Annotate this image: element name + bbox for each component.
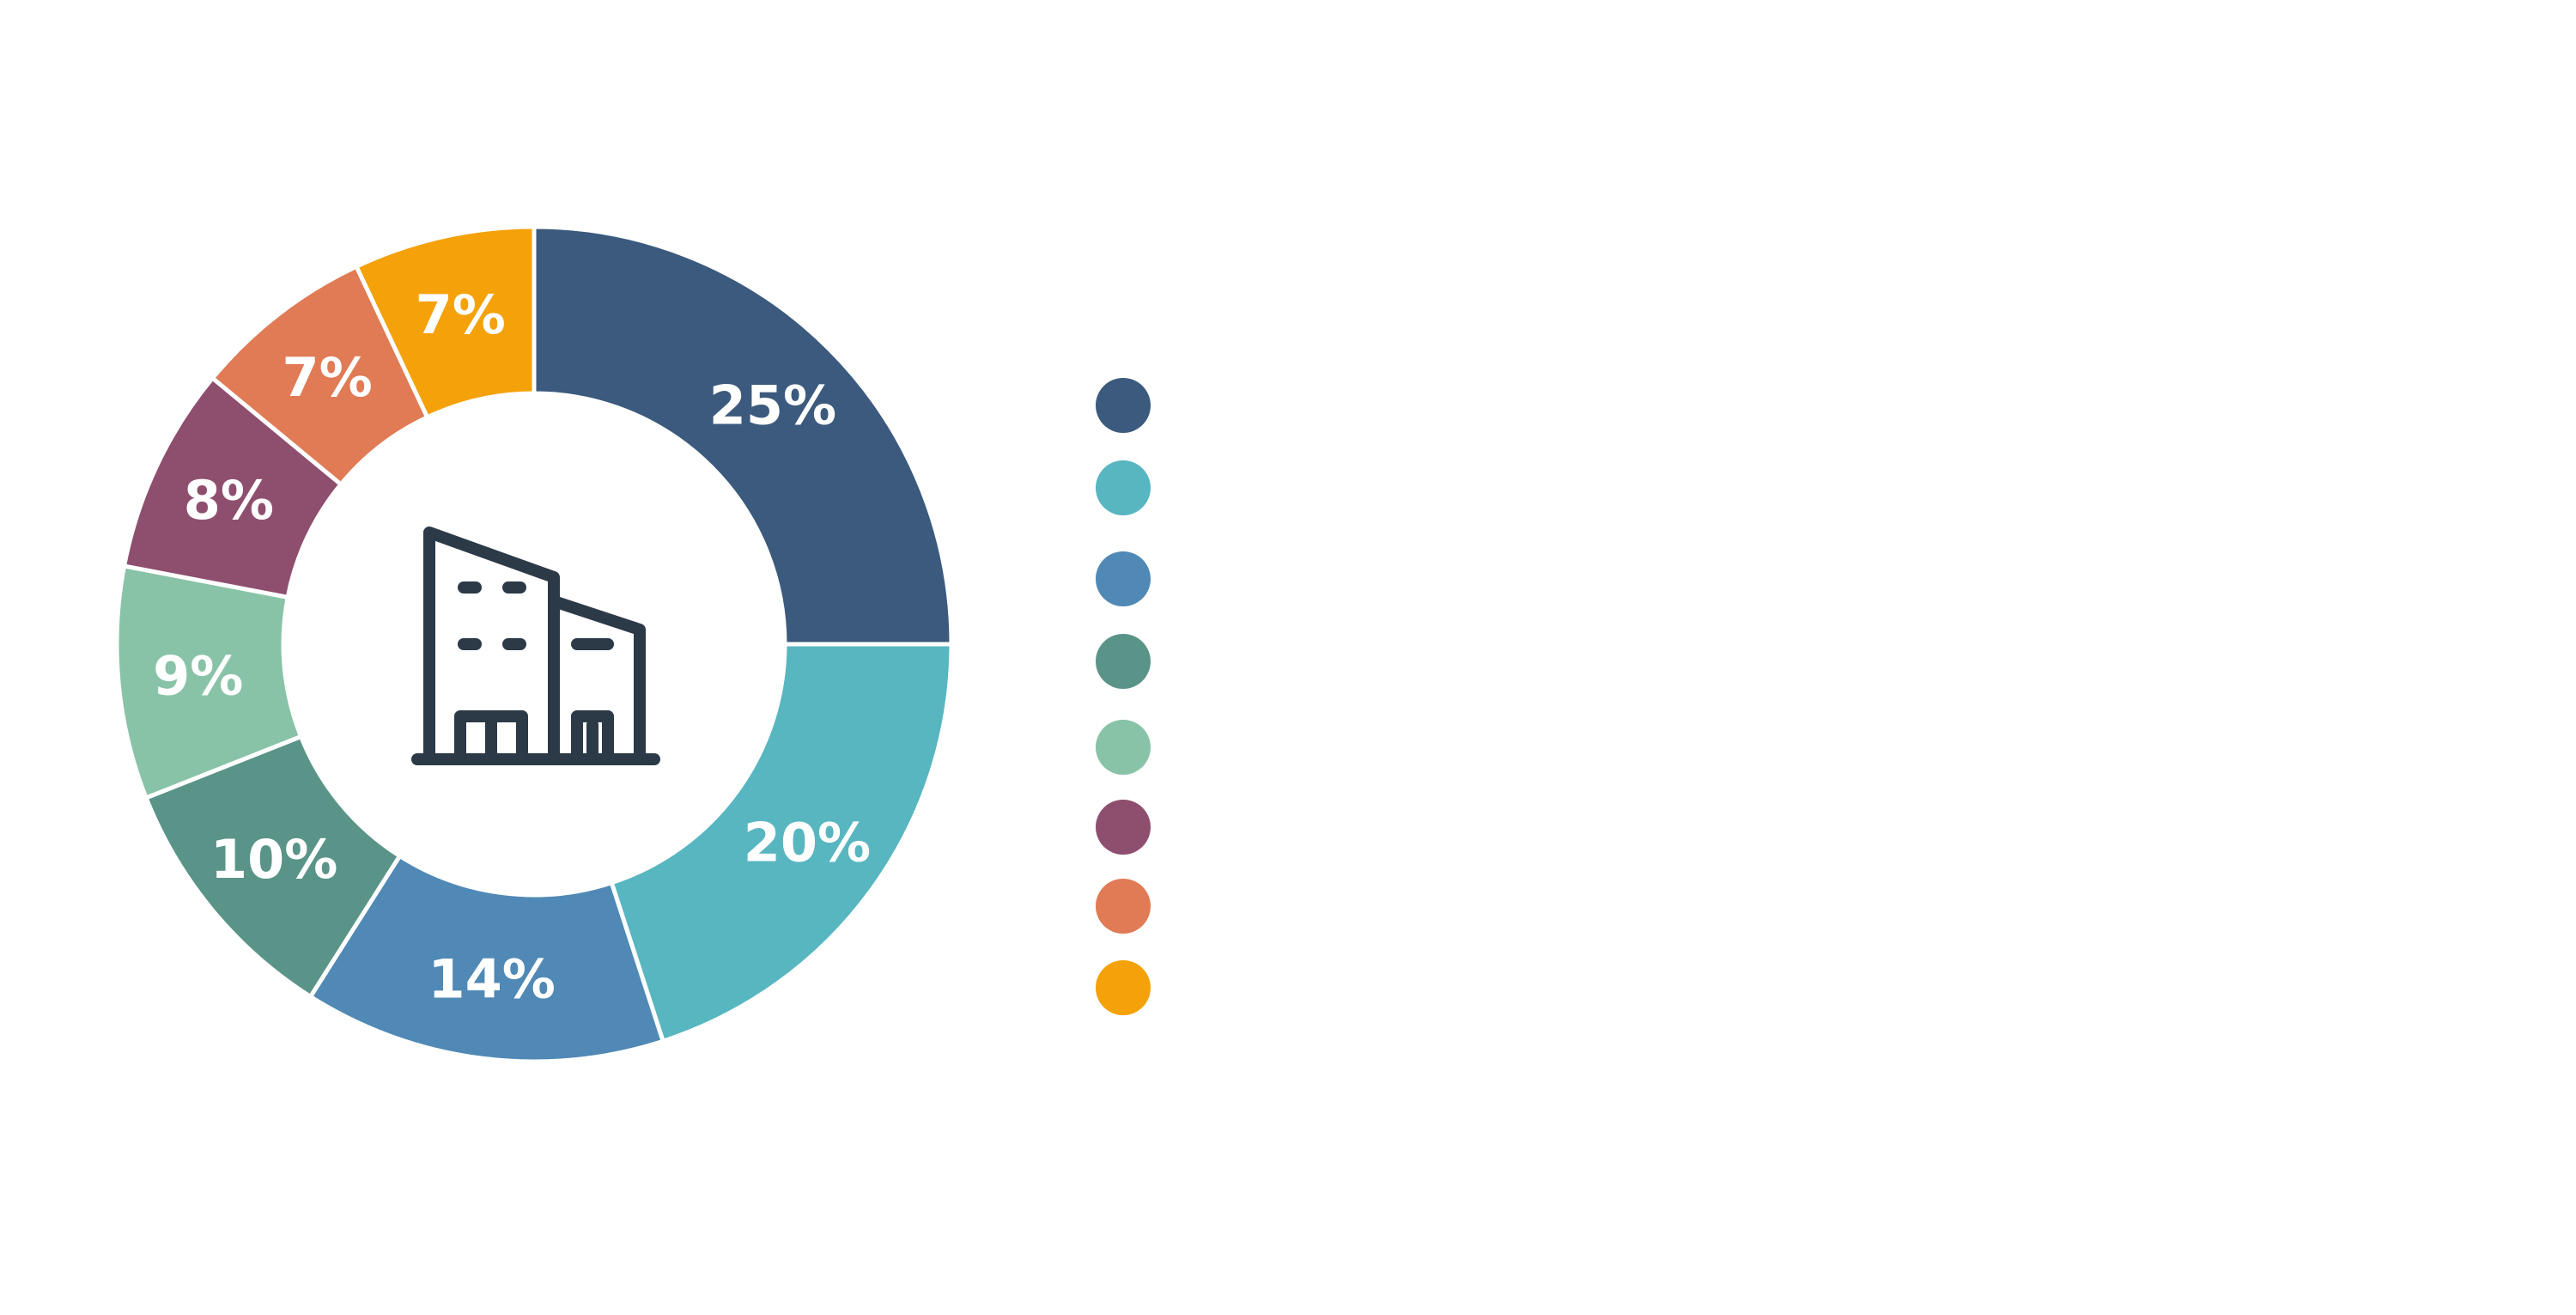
slice-label: 25% bbox=[709, 374, 836, 437]
legend-swatch bbox=[1096, 800, 1151, 855]
slice-label: 14% bbox=[428, 947, 556, 1010]
donut-slice bbox=[532, 224, 954, 647]
slice-label: 9% bbox=[153, 644, 243, 707]
legend-swatch bbox=[1096, 378, 1151, 433]
slice-labels: 25%20%14%10%9%8%7%7% bbox=[153, 283, 871, 1010]
donut-slice bbox=[609, 642, 954, 1044]
slice-label: 10% bbox=[210, 828, 337, 891]
slice-label: 20% bbox=[744, 811, 871, 874]
slice-label: 7% bbox=[416, 283, 506, 346]
donut-slice bbox=[307, 853, 666, 1064]
donut-slices bbox=[114, 224, 954, 1064]
legend-swatch bbox=[1096, 960, 1151, 1015]
legend bbox=[1096, 378, 1151, 1015]
slice-label: 7% bbox=[282, 346, 372, 409]
donut-slice bbox=[353, 224, 537, 421]
legend-swatch bbox=[1096, 634, 1151, 689]
slice-label: 8% bbox=[184, 469, 274, 532]
legend-swatch bbox=[1096, 720, 1151, 775]
legend-swatch bbox=[1096, 879, 1151, 934]
building-icon bbox=[411, 527, 660, 765]
legend-swatch bbox=[1096, 460, 1151, 515]
legend-swatch bbox=[1096, 551, 1151, 606]
